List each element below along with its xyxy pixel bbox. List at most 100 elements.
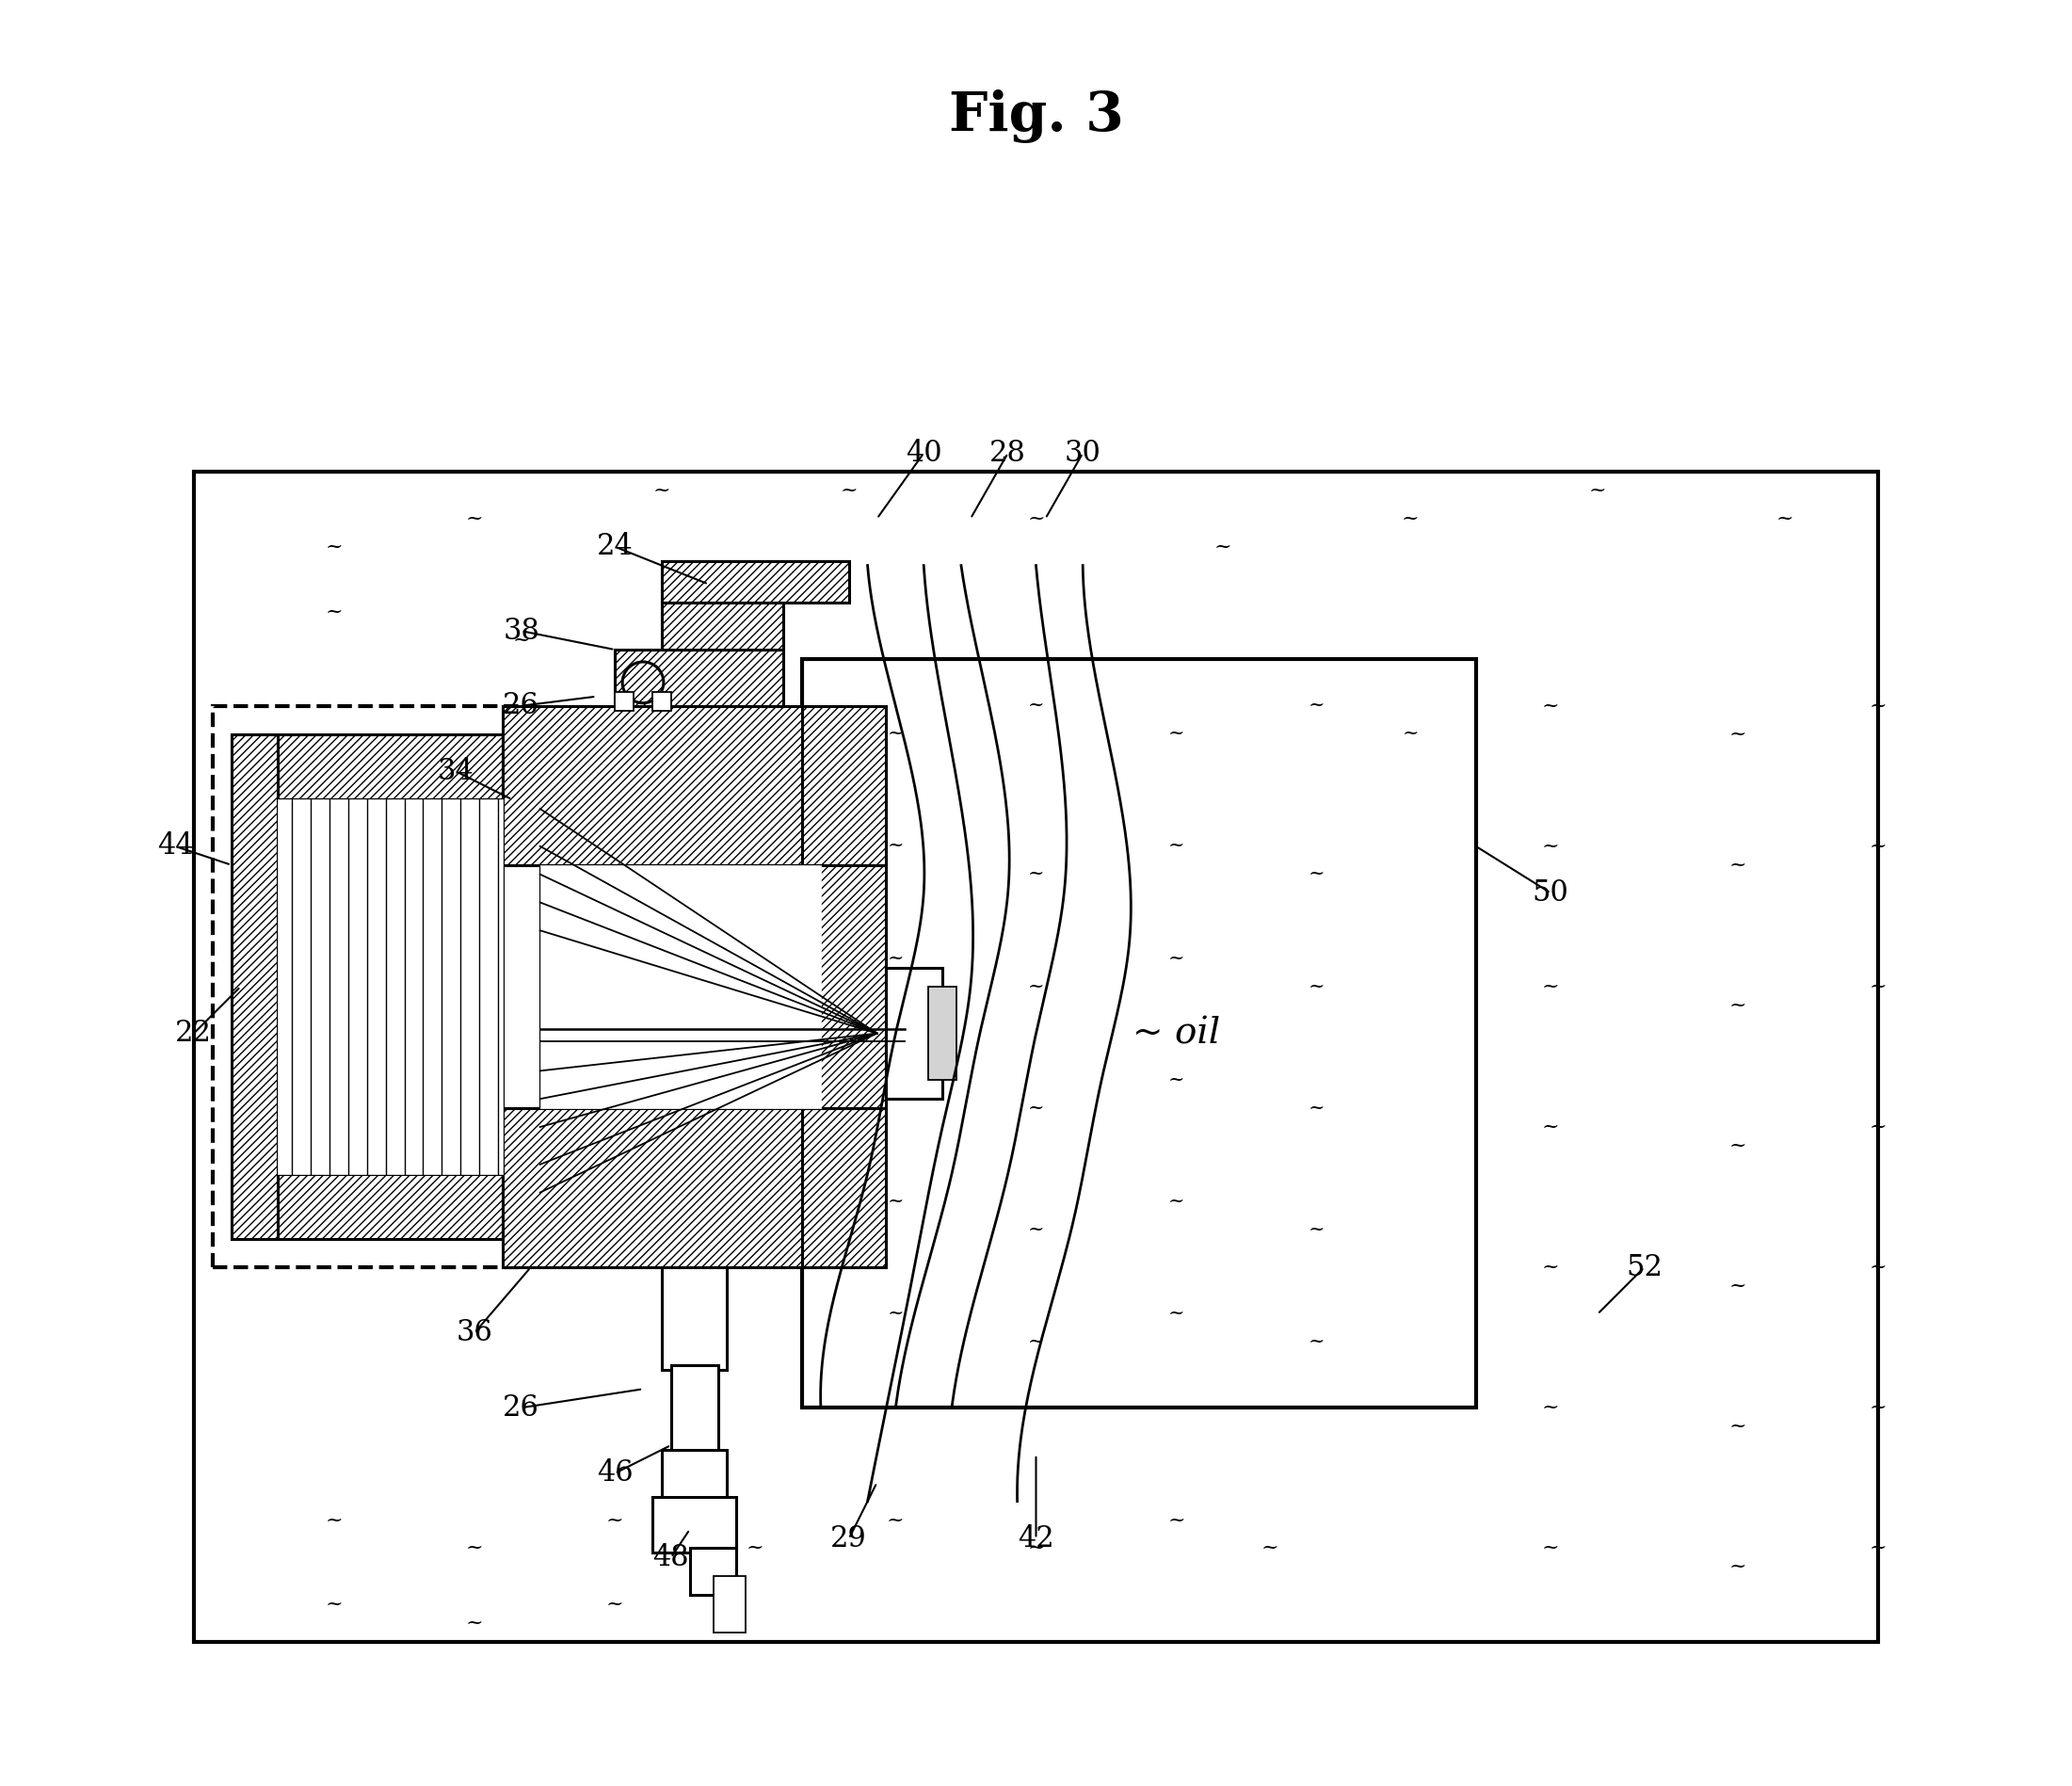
Bar [541,864,821,1109]
Text: ~: ~ [1869,1397,1888,1418]
Text: ~: ~ [325,536,344,557]
Text: 44: 44 [157,832,193,861]
Text: ~: ~ [1869,1257,1888,1277]
Text: ~: ~ [1214,536,1233,557]
Bar [195,472,1877,1641]
Text: ~: ~ [1869,695,1888,716]
Text: 38: 38 [503,616,539,645]
Text: ~: ~ [1869,977,1888,997]
Bar [802,659,1475,1407]
Text: ~: ~ [1028,1538,1044,1559]
Text: ~: ~ [1542,1397,1560,1418]
Text: ~: ~ [1869,1116,1888,1138]
Text: ~: ~ [887,1509,903,1531]
Bar [503,864,541,1109]
Text: ~: ~ [466,509,483,529]
Bar [661,604,783,650]
Text: ~: ~ [1169,950,1185,968]
Text: ~: ~ [1728,1416,1747,1436]
Text: ~: ~ [653,480,671,500]
Text: ~: ~ [1169,725,1185,743]
Bar [503,1109,858,1268]
Bar [278,800,503,1173]
Text: ~: ~ [1401,509,1419,529]
Text: ~: ~ [1542,1116,1560,1138]
Text: ~: ~ [607,1593,624,1615]
Bar [661,1268,727,1370]
Text: 36: 36 [456,1318,493,1347]
Text: 26: 26 [503,691,539,720]
Text: ~: ~ [1310,866,1324,884]
Text: ~: ~ [1169,1306,1185,1323]
Text: 46: 46 [597,1459,634,1488]
Bar [671,1366,717,1454]
Text: ~: ~ [1542,1257,1560,1277]
Text: ~: ~ [325,602,344,623]
Text: Fig. 3: Fig. 3 [949,89,1123,143]
Text: 40: 40 [905,439,943,468]
Text: ~: ~ [1310,697,1324,714]
Text: ~: ~ [466,1538,483,1559]
Text: ~: ~ [466,1613,483,1634]
Text: ~: ~ [1542,977,1560,997]
Text: ~: ~ [1028,1100,1044,1118]
Text: ~: ~ [325,1593,344,1615]
Text: ~: ~ [1310,977,1324,995]
Text: ~: ~ [1262,1538,1278,1559]
Bar [887,968,943,1098]
Text: 30: 30 [1065,439,1100,468]
Text: ~: ~ [325,1509,344,1531]
Bar [802,1109,887,1268]
Text: ~: ~ [1776,509,1794,529]
Text: ~: ~ [1728,854,1747,875]
Text: ~: ~ [1728,995,1747,1016]
Text: ~: ~ [1728,723,1747,745]
Text: ~: ~ [1403,725,1419,743]
Text: ~: ~ [512,630,530,650]
Bar [802,705,887,864]
Bar [615,691,634,711]
Bar [213,705,522,1268]
Text: ~: ~ [1028,697,1044,714]
Text: ~: ~ [1310,1334,1324,1352]
Text: ~: ~ [746,1538,765,1559]
Text: ~: ~ [1728,1136,1747,1156]
Bar [690,1548,736,1595]
Text: 26: 26 [503,1393,539,1422]
Text: ~: ~ [700,602,717,623]
Text: ~: ~ [887,1306,903,1323]
Bar [802,864,887,1109]
Text: 52: 52 [1627,1252,1662,1282]
Text: ~: ~ [1169,1193,1185,1211]
Text: ~: ~ [607,1509,624,1531]
Text: ~: ~ [887,950,903,968]
Text: ~: ~ [1542,695,1560,716]
Text: ~: ~ [1869,836,1888,857]
Bar [661,561,850,604]
Text: 29: 29 [831,1523,866,1554]
Text: 22: 22 [176,1018,211,1048]
Text: ~: ~ [1728,1556,1747,1577]
Text: ~: ~ [1728,1275,1747,1297]
Text: 34: 34 [437,757,474,786]
Text: ~: ~ [1542,836,1560,857]
Text: ~: ~ [1028,977,1044,995]
Text: ~: ~ [1028,1222,1044,1239]
Text: ~: ~ [887,725,903,743]
Text: ~ oil: ~ oil [1133,1016,1220,1050]
Text: 28: 28 [990,439,1026,468]
Text: 48: 48 [653,1543,690,1572]
Bar [232,734,278,1239]
Text: ~: ~ [887,1193,903,1211]
Text: ~: ~ [1542,1538,1560,1559]
Text: ~: ~ [1869,1538,1888,1559]
Text: ~: ~ [887,838,903,855]
Text: 24: 24 [597,532,634,561]
Text: ~: ~ [1169,838,1185,855]
Bar [232,1173,503,1239]
Text: ~: ~ [1310,1222,1324,1239]
Text: ~: ~ [1028,866,1044,884]
Text: 50: 50 [1533,879,1569,907]
Text: ~: ~ [1589,480,1606,500]
Bar [232,734,503,800]
